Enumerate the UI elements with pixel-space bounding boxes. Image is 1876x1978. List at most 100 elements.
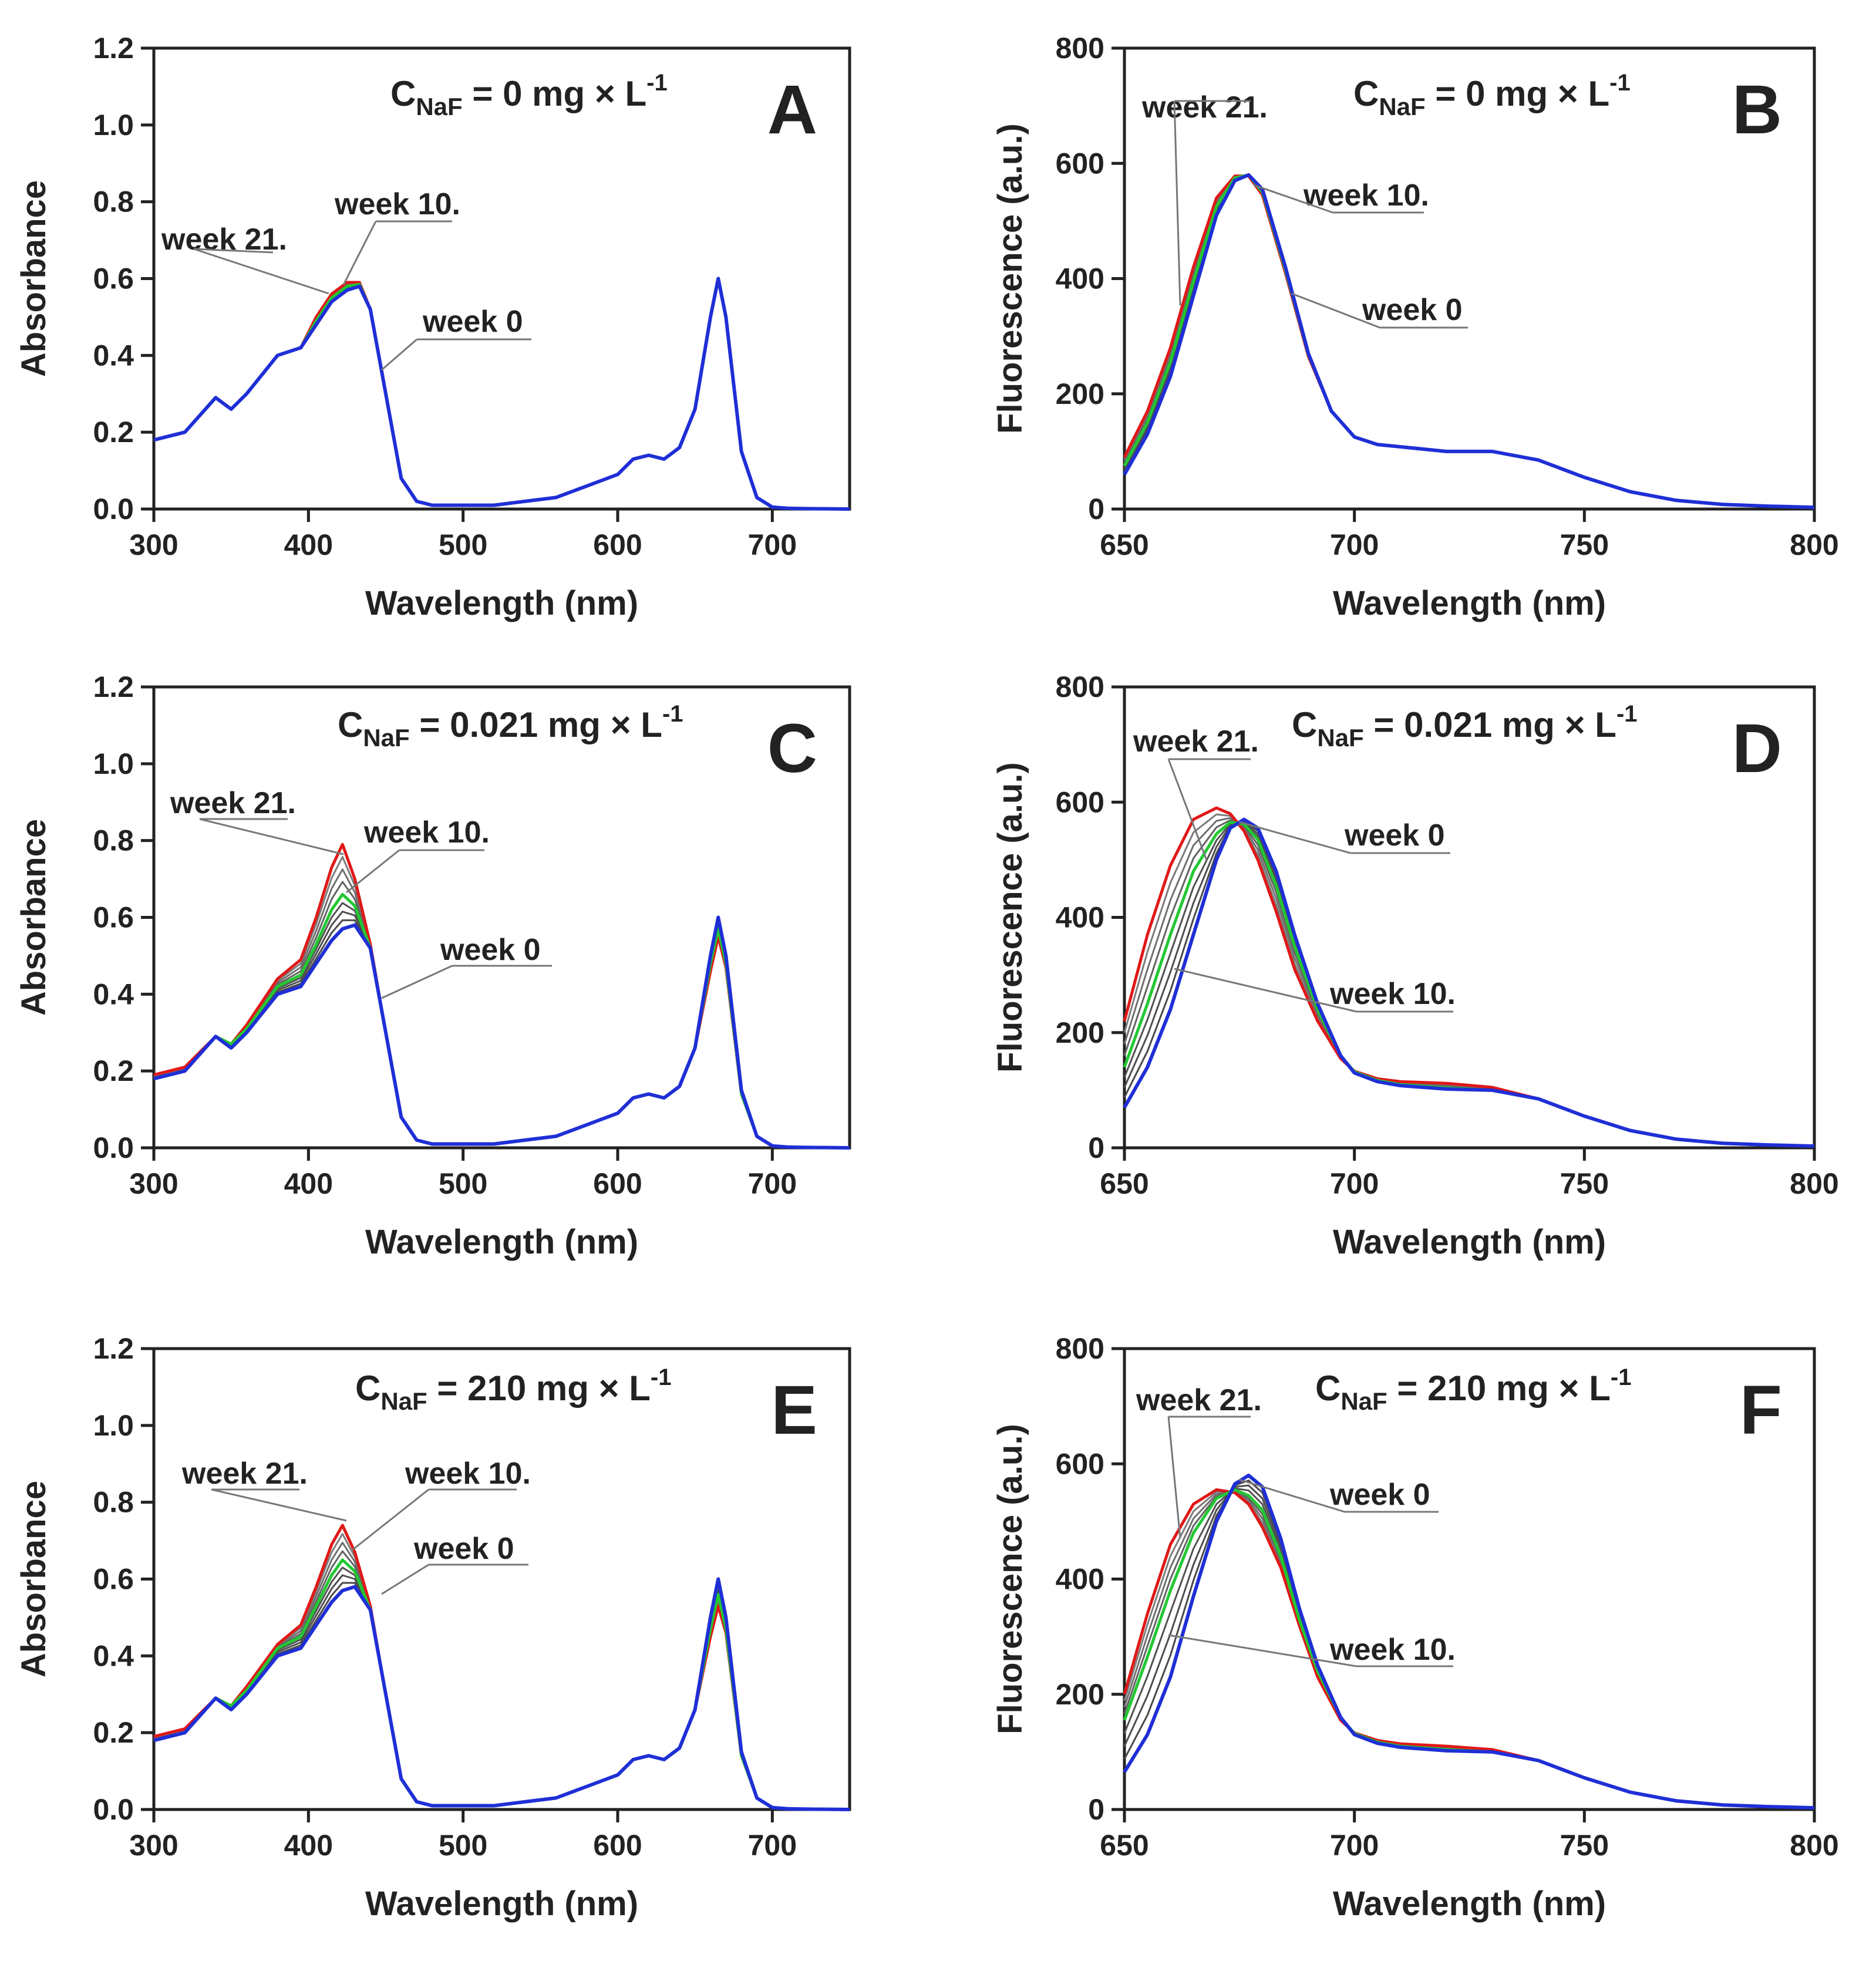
y-tick-label: 0.0 (93, 1131, 134, 1164)
panel-letter: B (1732, 71, 1782, 149)
annotation-leader (381, 1563, 429, 1595)
x-tick-label: 650 (1100, 528, 1148, 561)
y-tick-label: 0.6 (93, 1563, 134, 1596)
series-line-week-0 (1123, 817, 1815, 1148)
x-axis-label: Wavelength (nm) (365, 1223, 638, 1261)
annotation-label: week 21. (1141, 90, 1268, 124)
panel-a: 300 400 500 600 700 0.0 0.2 0.4 0.6 0.8 1.0 1.2 Wave… (15, 32, 851, 622)
x-tick-label: 650 (1100, 1829, 1148, 1862)
panel-f: 650 700 750 800 0 200 400 600 800 Wavelength (nm)… (991, 1332, 1839, 1923)
series-line-week-0 (153, 1577, 850, 1811)
y-tick-label: 200 (1056, 1016, 1104, 1049)
x-tick-label: 300 (129, 528, 178, 561)
annotation-leader (352, 1488, 429, 1551)
y-tick-label: 0.2 (93, 416, 134, 449)
y-tick-label: 0.4 (93, 339, 134, 372)
annotation-label: week 10. (1329, 1633, 1456, 1667)
panel-c: 300 400 500 600 700 0.0 0.2 0.4 0.6 0.8 1.0 1.2 Wave… (15, 670, 851, 1261)
intermediate-series-line (1123, 1487, 1815, 1809)
annotation-leader (381, 965, 453, 999)
panel-title: CNaF = 0 mg × L-1 (390, 70, 668, 120)
panel-b: 650 700 750 800 0 200 400 600 800 Wavelength (nm)… (991, 32, 1839, 622)
x-axis-label: Wavelength (nm) (1333, 584, 1606, 622)
annotation-label: week 10. (363, 816, 490, 850)
y-axis-label: Absorbance (15, 180, 53, 377)
panel-letter: C (767, 710, 817, 787)
y-tick-label: 600 (1056, 1447, 1104, 1480)
y-axis-label: Absorbance (15, 819, 53, 1016)
panel-title: CNaF = 210 mg × L-1 (1315, 1364, 1631, 1415)
y-axis-label: Absorbance (15, 1481, 53, 1677)
y-tick-label: 1.2 (93, 670, 134, 703)
series-line-week-10 (153, 1558, 850, 1811)
annotation-label: week 10. (1329, 977, 1456, 1011)
y-tick-label: 400 (1056, 262, 1104, 295)
y-tick-label: 1.2 (93, 1332, 134, 1365)
annotation-leader (211, 1488, 347, 1522)
y-tick-label: 400 (1056, 1563, 1104, 1596)
annotation-label: week 10. (1303, 178, 1429, 213)
x-axis-label: Wavelength (nm) (1333, 1885, 1606, 1923)
y-tick-label: 0 (1088, 1131, 1104, 1164)
y-tick-label: 0.8 (93, 1486, 134, 1519)
x-tick-label: 750 (1560, 528, 1609, 561)
x-tick-label: 800 (1790, 528, 1838, 561)
annotation-label: week 21. (181, 1457, 308, 1491)
series-line-week-21 (1123, 806, 1815, 1148)
annotation-label: week 21. (1133, 725, 1259, 759)
panel-title: CNaF = 0.021 mg × L-1 (338, 701, 683, 752)
panel-letter: D (1732, 710, 1782, 787)
x-axis-label: Wavelength (nm) (365, 584, 638, 622)
x-tick-label: 300 (129, 1829, 178, 1862)
y-tick-label: 0.4 (93, 978, 134, 1010)
annotation-label: week 10. (334, 187, 460, 221)
x-tick-label: 600 (593, 528, 642, 561)
intermediate-series-line (1123, 1491, 1815, 1809)
x-tick-label: 600 (593, 1167, 642, 1200)
intermediate-series-line (153, 1574, 850, 1811)
y-tick-label: 800 (1056, 670, 1104, 703)
series-group (1123, 173, 1815, 510)
x-tick-label: 750 (1560, 1829, 1609, 1862)
y-tick-label: 0.8 (93, 186, 134, 218)
intermediate-series-line (1123, 820, 1815, 1147)
y-axis-label: Fluorescence (a.u.) (991, 762, 1029, 1073)
series-line-week-10 (1123, 1488, 1815, 1809)
intermediate-series-line (1123, 174, 1815, 508)
intermediate-series-line (1123, 1490, 1815, 1809)
y-tick-label: 0 (1088, 493, 1104, 525)
y-tick-label: 600 (1056, 147, 1104, 180)
intermediate-series-line (1123, 821, 1815, 1147)
annotation-leader (1168, 1634, 1357, 1667)
annotation-leader (1167, 1416, 1181, 1539)
intermediate-series-line (1123, 174, 1815, 508)
series-line-week-21 (1123, 1488, 1815, 1809)
annotation-label: week 0 (440, 933, 541, 967)
series-group (153, 1524, 850, 1811)
y-tick-label: 1.0 (93, 747, 134, 780)
plot-frame (1123, 1347, 1816, 1811)
x-tick-label: 300 (129, 1167, 178, 1200)
intermediate-series-line (1123, 174, 1815, 508)
intermediate-series-line (1123, 813, 1815, 1147)
series-line-week-0 (1123, 1473, 1815, 1810)
series-line-week-10 (1123, 173, 1815, 509)
x-axis-label: Wavelength (nm) (1333, 1223, 1606, 1261)
plot-frame (152, 1347, 851, 1811)
annotation-label: week 21. (170, 786, 296, 820)
annotation-label: week 0 (413, 1532, 514, 1566)
y-tick-label: 0.8 (93, 824, 134, 857)
x-tick-label: 500 (439, 1829, 487, 1862)
y-tick-label: 0.0 (93, 493, 134, 525)
x-axis-label: Wavelength (nm) (365, 1885, 638, 1923)
series-group (1123, 1473, 1815, 1810)
y-tick-label: 0.6 (93, 262, 134, 295)
annotation-leader (1238, 1478, 1345, 1513)
series-group (153, 277, 850, 511)
intermediate-series-line (1123, 174, 1815, 508)
annotation-leader (342, 221, 377, 285)
annotation-underline (193, 248, 274, 254)
x-tick-label: 500 (439, 1167, 487, 1200)
plot-frame (152, 46, 851, 511)
